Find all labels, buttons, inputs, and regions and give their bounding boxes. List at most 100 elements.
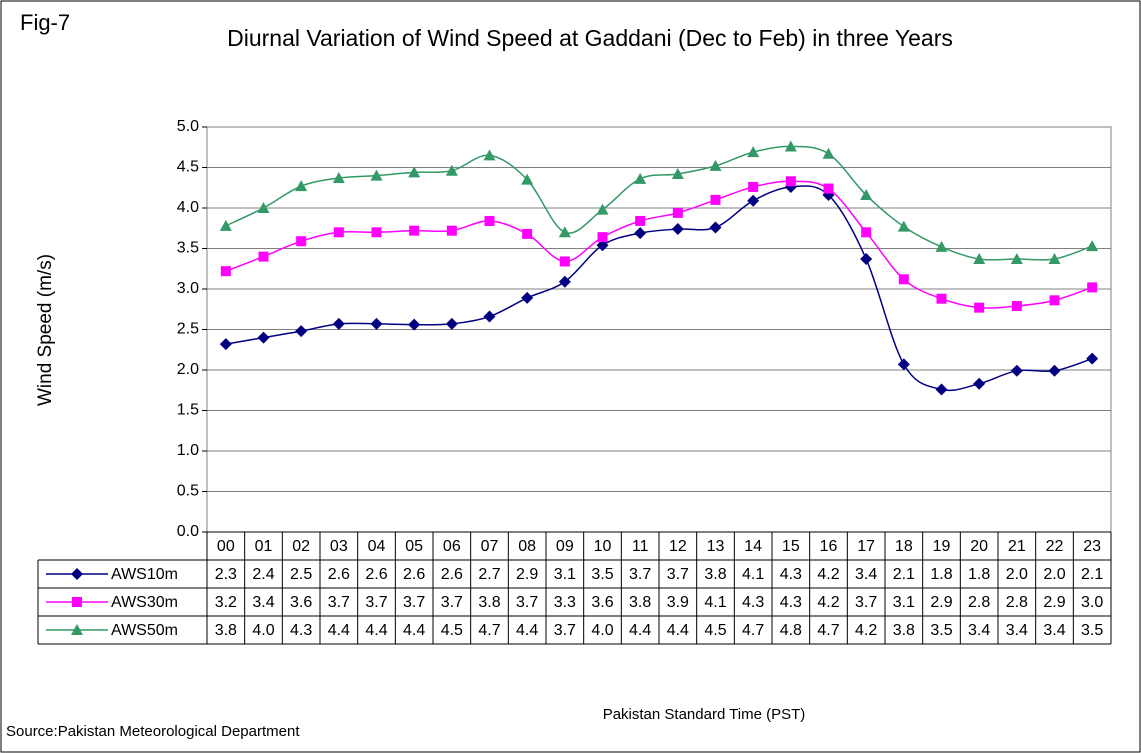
x-tick-label: 13: [707, 538, 725, 555]
data-label: 3.4: [855, 566, 877, 583]
x-tick-label: 20: [970, 538, 988, 555]
marker: [1010, 364, 1023, 377]
marker: [634, 227, 647, 240]
data-label: 3.7: [667, 566, 689, 583]
data-label: 2.1: [1081, 566, 1103, 583]
data-label: 3.1: [554, 566, 576, 583]
marker: [72, 597, 82, 607]
y-tick-label: 3.0: [177, 280, 199, 297]
x-tick-label: 03: [330, 538, 348, 555]
marker: [521, 173, 534, 185]
marker: [296, 236, 307, 247]
marker: [596, 239, 609, 252]
data-label: 4.0: [591, 622, 613, 639]
x-tick-label: 18: [895, 538, 913, 555]
marker: [671, 223, 684, 236]
marker: [936, 293, 947, 304]
x-tick-label: 04: [368, 538, 386, 555]
data-label: 4.7: [817, 622, 839, 639]
data-label: 4.0: [252, 622, 274, 639]
marker: [295, 180, 308, 192]
marker: [748, 181, 759, 192]
x-tick-label: 11: [632, 538, 649, 555]
marker: [371, 227, 382, 238]
marker: [220, 266, 231, 277]
marker: [822, 147, 835, 159]
x-tick-label: 08: [518, 538, 536, 555]
x-tick-label: 19: [933, 538, 951, 555]
x-tick-label: 09: [556, 538, 574, 555]
x-tick-label: 17: [857, 538, 875, 555]
marker: [747, 194, 760, 207]
data-label: 3.7: [441, 594, 463, 611]
y-tick-label: 2.0: [177, 361, 199, 378]
y-tick-label: 4.0: [177, 199, 199, 216]
marker: [522, 228, 533, 239]
marker: [747, 146, 760, 158]
data-label: 2.6: [441, 566, 463, 583]
data-label: 1.8: [968, 566, 990, 583]
marker: [1087, 282, 1098, 293]
data-label: 3.7: [403, 594, 425, 611]
y-tick-label: 1.0: [177, 442, 199, 459]
data-label: 4.2: [817, 566, 839, 583]
marker: [898, 274, 909, 285]
data-label: 4.3: [742, 594, 764, 611]
data-label: 3.7: [365, 594, 387, 611]
marker: [597, 232, 608, 243]
marker: [785, 176, 796, 187]
data-label: 3.4: [1006, 622, 1028, 639]
legend-label: AWS10m: [111, 566, 178, 583]
marker: [257, 331, 270, 344]
y-tick-label: 2.5: [177, 321, 199, 338]
data-label: 4.5: [441, 622, 463, 639]
x-tick-label: 21: [1008, 538, 1026, 555]
data-label: 4.7: [742, 622, 764, 639]
marker: [408, 166, 421, 178]
data-label: 2.8: [1006, 594, 1028, 611]
marker: [483, 149, 496, 161]
y-tick-label: 0.0: [177, 523, 199, 540]
data-label: 3.7: [855, 594, 877, 611]
marker: [558, 226, 571, 238]
marker: [521, 291, 534, 304]
data-label: 2.7: [478, 566, 500, 583]
data-label: 2.9: [516, 566, 538, 583]
data-label: 4.4: [365, 622, 387, 639]
data-label: 4.1: [704, 594, 726, 611]
data-label: 2.4: [252, 566, 274, 583]
data-label: 3.8: [478, 594, 500, 611]
marker: [823, 183, 834, 194]
data-label: 4.4: [629, 622, 651, 639]
data-label: 3.2: [215, 594, 237, 611]
data-label: 3.5: [930, 622, 952, 639]
y-tick-label: 5.0: [177, 118, 199, 135]
marker: [219, 219, 232, 231]
marker: [71, 624, 83, 635]
marker: [295, 325, 308, 338]
marker: [219, 338, 232, 351]
marker: [1049, 295, 1060, 306]
y-tick-label: 4.5: [177, 159, 199, 176]
marker: [1048, 364, 1061, 377]
data-label: 1.8: [930, 566, 952, 583]
marker: [332, 317, 345, 330]
data-label: 3.8: [215, 622, 237, 639]
x-tick-label: 06: [443, 538, 461, 555]
data-label: 3.7: [554, 622, 576, 639]
x-tick-label: 00: [217, 538, 235, 555]
marker: [258, 251, 269, 262]
data-label: 3.3: [554, 594, 576, 611]
marker: [1011, 301, 1022, 312]
marker: [409, 225, 420, 236]
data-label: 4.5: [704, 622, 726, 639]
x-tick-label: 22: [1046, 538, 1064, 555]
data-label: 4.8: [780, 622, 802, 639]
marker: [445, 164, 458, 176]
data-label: 3.7: [629, 566, 651, 583]
data-label: 3.7: [516, 594, 538, 611]
data-label: 3.8: [704, 566, 726, 583]
chart-title: Diurnal Variation of Wind Speed at Gadda…: [227, 25, 953, 51]
legend-label: AWS50m: [111, 622, 178, 639]
